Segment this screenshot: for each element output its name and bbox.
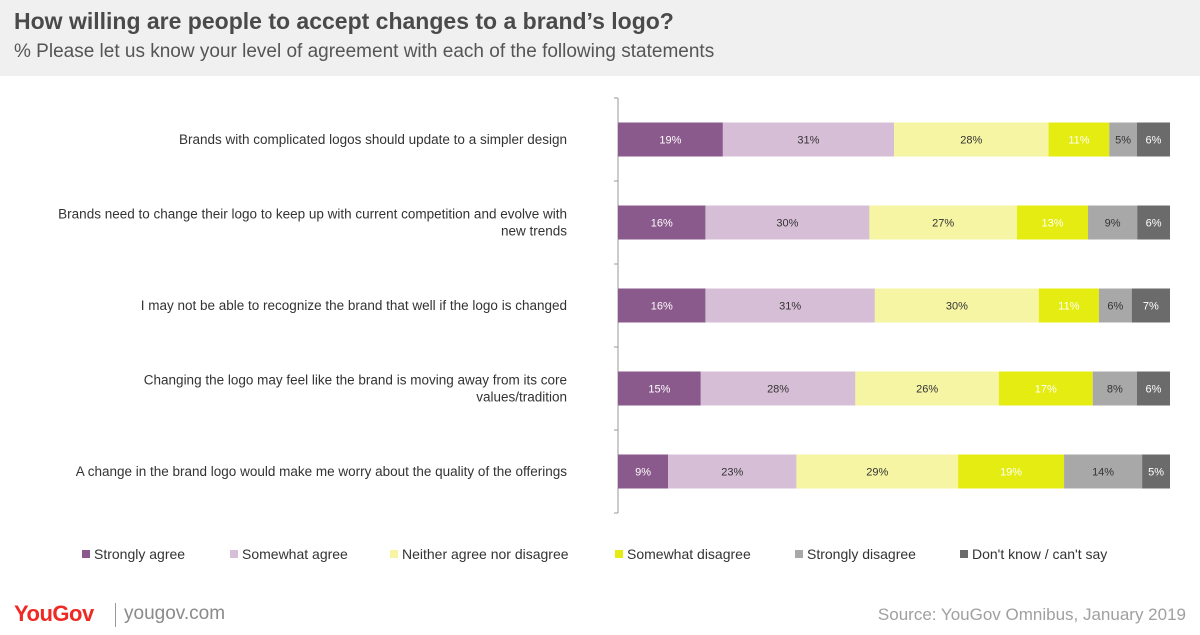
- bar-segment: [618, 454, 669, 489]
- bar-segment: [1109, 122, 1137, 157]
- yougov-logo: YouGov: [14, 601, 94, 626]
- data-label: 9%: [635, 467, 651, 479]
- legend-label: Neither agree nor disagree: [402, 546, 569, 562]
- bar-segment: [1088, 205, 1138, 240]
- data-label: 16%: [651, 218, 673, 230]
- bar-segment: [705, 288, 875, 323]
- bar-segment: [855, 371, 999, 406]
- bar-segment: [958, 454, 1065, 489]
- legend-swatch: [960, 550, 968, 558]
- data-label: 6%: [1145, 135, 1161, 147]
- data-label: 16%: [651, 301, 673, 313]
- data-label: 23%: [721, 467, 743, 479]
- data-label: 31%: [797, 135, 819, 147]
- legend-label: Strongly disagree: [807, 546, 916, 562]
- category-label: Brands need to change their logo to keep…: [58, 207, 567, 239]
- legend-swatch: [615, 550, 623, 558]
- data-label: 29%: [866, 467, 888, 479]
- data-label: 11%: [1058, 301, 1079, 313]
- legend-swatch: [795, 550, 803, 558]
- data-label: 9%: [1105, 218, 1121, 230]
- bar-segment: [869, 205, 1017, 240]
- category-label: I may not be able to recognize the brand…: [141, 298, 567, 313]
- data-label: 6%: [1146, 218, 1162, 230]
- data-label: 30%: [776, 218, 798, 230]
- bar-segment: [1137, 205, 1170, 240]
- chart-subtitle: % Please let us know your level of agree…: [14, 41, 715, 62]
- data-label: 30%: [946, 301, 968, 313]
- data-label: 31%: [779, 301, 801, 313]
- legend-swatch: [230, 550, 238, 558]
- footer-divider: [115, 603, 116, 627]
- data-label: 28%: [767, 384, 789, 396]
- bar-segment: [618, 288, 706, 323]
- data-label: 27%: [932, 218, 954, 230]
- legend-label: Strongly agree: [94, 546, 185, 562]
- data-label: 19%: [659, 135, 681, 147]
- data-label: 5%: [1115, 135, 1131, 147]
- bar-segment: [1092, 371, 1137, 406]
- bar-segment: [998, 371, 1093, 406]
- bar-segment: [618, 122, 723, 157]
- bar-segment: [705, 205, 870, 240]
- bar-segment: [1131, 288, 1170, 323]
- data-label: 7%: [1143, 301, 1159, 313]
- bar-segment: [874, 288, 1039, 323]
- data-label: 6%: [1107, 301, 1123, 313]
- data-label: 5%: [1148, 467, 1164, 479]
- bar-segment: [700, 371, 856, 406]
- bar-segment: [1038, 288, 1099, 323]
- bar-segment: [1142, 454, 1170, 489]
- bar-segment: [722, 122, 894, 157]
- bar-segment: [668, 454, 797, 489]
- header-band: How willing are people to accept changes…: [0, 0, 1200, 76]
- bar-segment: [618, 205, 706, 240]
- data-label: 11%: [1068, 135, 1089, 147]
- legend-label: Don't know / can't say: [972, 546, 1107, 562]
- bar-segment: [894, 122, 1049, 157]
- data-label: 14%: [1092, 467, 1114, 479]
- data-label: 8%: [1107, 384, 1123, 396]
- bar-segment: [1016, 205, 1089, 240]
- bar-segment: [1136, 122, 1170, 157]
- bar-segment: [1064, 454, 1143, 489]
- data-label: 15%: [648, 384, 670, 396]
- data-label: 19%: [1000, 467, 1022, 479]
- bar-segment: [1098, 288, 1132, 323]
- bar-segment: [1048, 122, 1110, 157]
- bar-segment: [796, 454, 959, 489]
- data-label: 28%: [960, 135, 982, 147]
- data-label: 13%: [1041, 218, 1063, 230]
- category-label: A change in the brand logo would make me…: [76, 464, 568, 479]
- category-label: Changing the logo may feel like the bran…: [144, 373, 567, 405]
- legend-label: Somewhat agree: [242, 546, 348, 562]
- footer-url[interactable]: yougov.com: [124, 603, 226, 624]
- data-label: 17%: [1035, 384, 1057, 396]
- category-label: Brands with complicated logos should upd…: [179, 132, 567, 147]
- legend-swatch: [82, 550, 90, 558]
- bar-segment: [618, 371, 701, 406]
- data-label: 26%: [916, 384, 938, 396]
- legend-swatch: [390, 550, 398, 558]
- chart-title: How willing are people to accept changes…: [14, 8, 674, 34]
- data-label: 6%: [1145, 384, 1161, 396]
- bar-segment: [1136, 371, 1170, 406]
- legend-label: Somewhat disagree: [627, 546, 751, 562]
- source-note: Source: YouGov Omnibus, January 2019: [877, 605, 1186, 624]
